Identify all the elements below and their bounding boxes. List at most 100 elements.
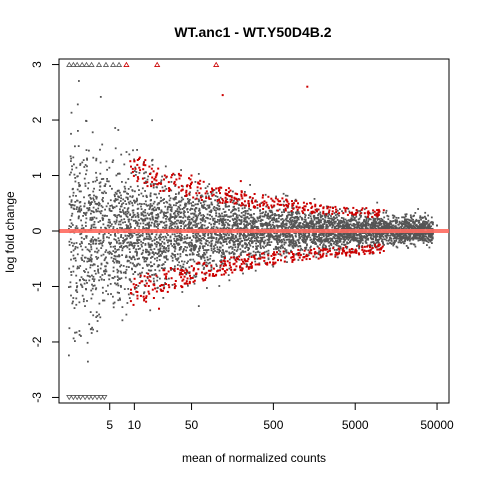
gene-point xyxy=(148,221,151,224)
gene-point xyxy=(94,250,96,253)
gene-point xyxy=(290,225,293,228)
gene-point xyxy=(191,244,194,246)
gene-point xyxy=(108,236,110,239)
gene-point xyxy=(215,209,217,212)
gene-point xyxy=(366,235,369,238)
gene-point xyxy=(282,238,285,240)
gene-point xyxy=(317,234,320,236)
gene-point xyxy=(81,259,84,261)
gene-point xyxy=(85,279,87,282)
gene-point xyxy=(131,204,134,207)
gene-point xyxy=(339,235,341,237)
gene-point xyxy=(206,213,209,216)
gene-point xyxy=(404,239,406,241)
gene-point xyxy=(303,218,306,221)
gene-point xyxy=(227,215,229,218)
gene-point xyxy=(390,239,393,242)
gene-point xyxy=(406,239,409,242)
gene-point xyxy=(212,250,215,253)
gene-point xyxy=(245,224,248,226)
gene-point xyxy=(334,243,337,246)
gene-point xyxy=(224,203,227,206)
gene-point xyxy=(282,252,285,255)
gene-point xyxy=(112,159,115,162)
gene-point xyxy=(340,220,343,222)
gene-point xyxy=(174,215,177,218)
gene-point xyxy=(112,226,115,228)
gene-point xyxy=(71,302,74,305)
gene-point xyxy=(414,237,417,240)
gene-point xyxy=(357,223,360,226)
gene-point xyxy=(210,249,213,252)
gene-point xyxy=(93,187,95,190)
gene-point xyxy=(407,225,410,227)
gene-point xyxy=(381,235,383,237)
gene-point xyxy=(97,256,100,259)
gene-point xyxy=(366,244,369,247)
gene-point xyxy=(92,236,94,239)
gene-point xyxy=(147,243,150,246)
gene-point xyxy=(338,220,340,223)
gene-point xyxy=(114,191,117,194)
gene-point xyxy=(161,175,163,178)
gene-point xyxy=(259,246,262,248)
gene-point xyxy=(204,259,206,262)
gene-point xyxy=(382,222,385,225)
gene-point xyxy=(92,239,95,242)
gene-point xyxy=(119,226,121,229)
gene-point xyxy=(245,246,248,248)
gene-point xyxy=(305,238,308,241)
gene-point xyxy=(322,243,325,246)
gene-point xyxy=(404,218,406,221)
gene-point xyxy=(243,220,245,223)
gene-point xyxy=(396,226,398,229)
gene-point xyxy=(253,235,256,238)
gene-point xyxy=(127,220,130,223)
gene-point xyxy=(126,234,129,237)
gene-point xyxy=(295,225,298,228)
gene-point xyxy=(114,195,116,198)
gene-point xyxy=(203,249,205,252)
gene-point xyxy=(158,234,161,237)
gene-point xyxy=(177,257,180,260)
gene-point xyxy=(118,202,120,204)
gene-point xyxy=(368,234,371,237)
gene-point xyxy=(165,236,168,239)
gene-point xyxy=(390,227,392,229)
gene-point xyxy=(170,210,173,213)
gene-point xyxy=(267,257,270,260)
gene-point xyxy=(431,236,433,239)
gene-point xyxy=(327,217,330,220)
gene-point xyxy=(231,210,234,213)
gene-point xyxy=(176,239,178,242)
gene-point xyxy=(378,223,381,226)
gene-point xyxy=(114,247,116,250)
gene-point xyxy=(85,288,87,291)
gene-point xyxy=(136,214,139,217)
gene-point xyxy=(205,195,207,198)
gene-point xyxy=(306,237,308,240)
gene-point xyxy=(94,226,97,229)
gene-point xyxy=(397,237,400,240)
gene-point xyxy=(96,210,99,213)
gene-point xyxy=(356,240,359,243)
gene-point xyxy=(286,236,289,238)
gene-point xyxy=(351,235,354,238)
gene-point xyxy=(104,270,107,273)
gene-point xyxy=(142,211,145,213)
gene-point xyxy=(99,148,101,151)
gene-point xyxy=(260,202,263,204)
gene-point xyxy=(202,234,205,237)
gene-point xyxy=(338,245,341,248)
gene-point xyxy=(117,195,120,198)
gene-point xyxy=(113,193,116,196)
gene-point xyxy=(285,217,288,220)
gene-point xyxy=(259,255,262,258)
gene-point xyxy=(101,214,104,217)
gene-point xyxy=(408,236,410,238)
gene-point xyxy=(319,219,322,222)
gene-point xyxy=(266,242,269,245)
gene-point xyxy=(394,236,397,238)
gene-point xyxy=(102,239,105,242)
gene-point xyxy=(118,262,121,264)
